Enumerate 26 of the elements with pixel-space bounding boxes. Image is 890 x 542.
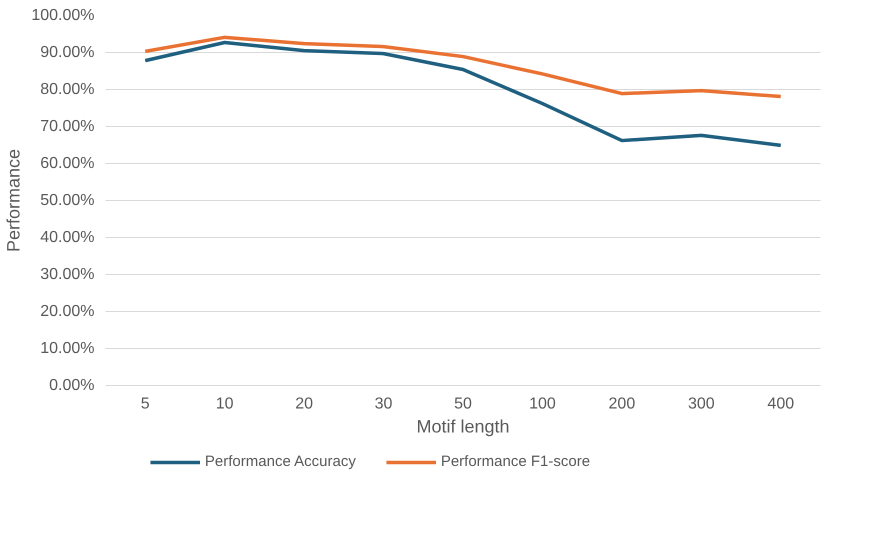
x-tick-label: 5 [140, 396, 150, 412]
x-tick-label: 30 [374, 396, 393, 412]
legend-label: Performance F1-score [440, 453, 590, 470]
y-axis-title: Performance [3, 148, 24, 252]
y-tick-label: 70.00% [40, 118, 94, 135]
x-axis-title: Motif length [416, 416, 510, 436]
x-tick-label: 400 [767, 396, 794, 412]
y-tick-label: 80.00% [40, 81, 94, 98]
y-tick-label: 90.00% [40, 44, 94, 61]
y-tick-label: 40.00% [40, 229, 94, 246]
y-tick-label: 50.00% [40, 192, 94, 209]
x-tick-label: 10 [216, 396, 234, 412]
y-tick-label: 100.00% [31, 7, 95, 24]
line-series [143, 36, 783, 98]
line-series [143, 40, 783, 148]
y-tick-label: 0.00% [49, 377, 95, 394]
x-tick-label: 50 [454, 396, 472, 412]
x-tick-label: 20 [295, 396, 314, 412]
x-tick-label: 300 [688, 396, 715, 412]
x-tick-label: 100 [529, 396, 556, 412]
y-tick-label: 20.00% [40, 303, 94, 320]
y-tick-label: 60.00% [40, 155, 94, 172]
y-tick-label: 30.00% [40, 266, 94, 283]
legend-label: Performance Accuracy [204, 453, 356, 470]
x-tick-label: 200 [608, 396, 636, 412]
y-tick-label: 10.00% [40, 340, 94, 357]
